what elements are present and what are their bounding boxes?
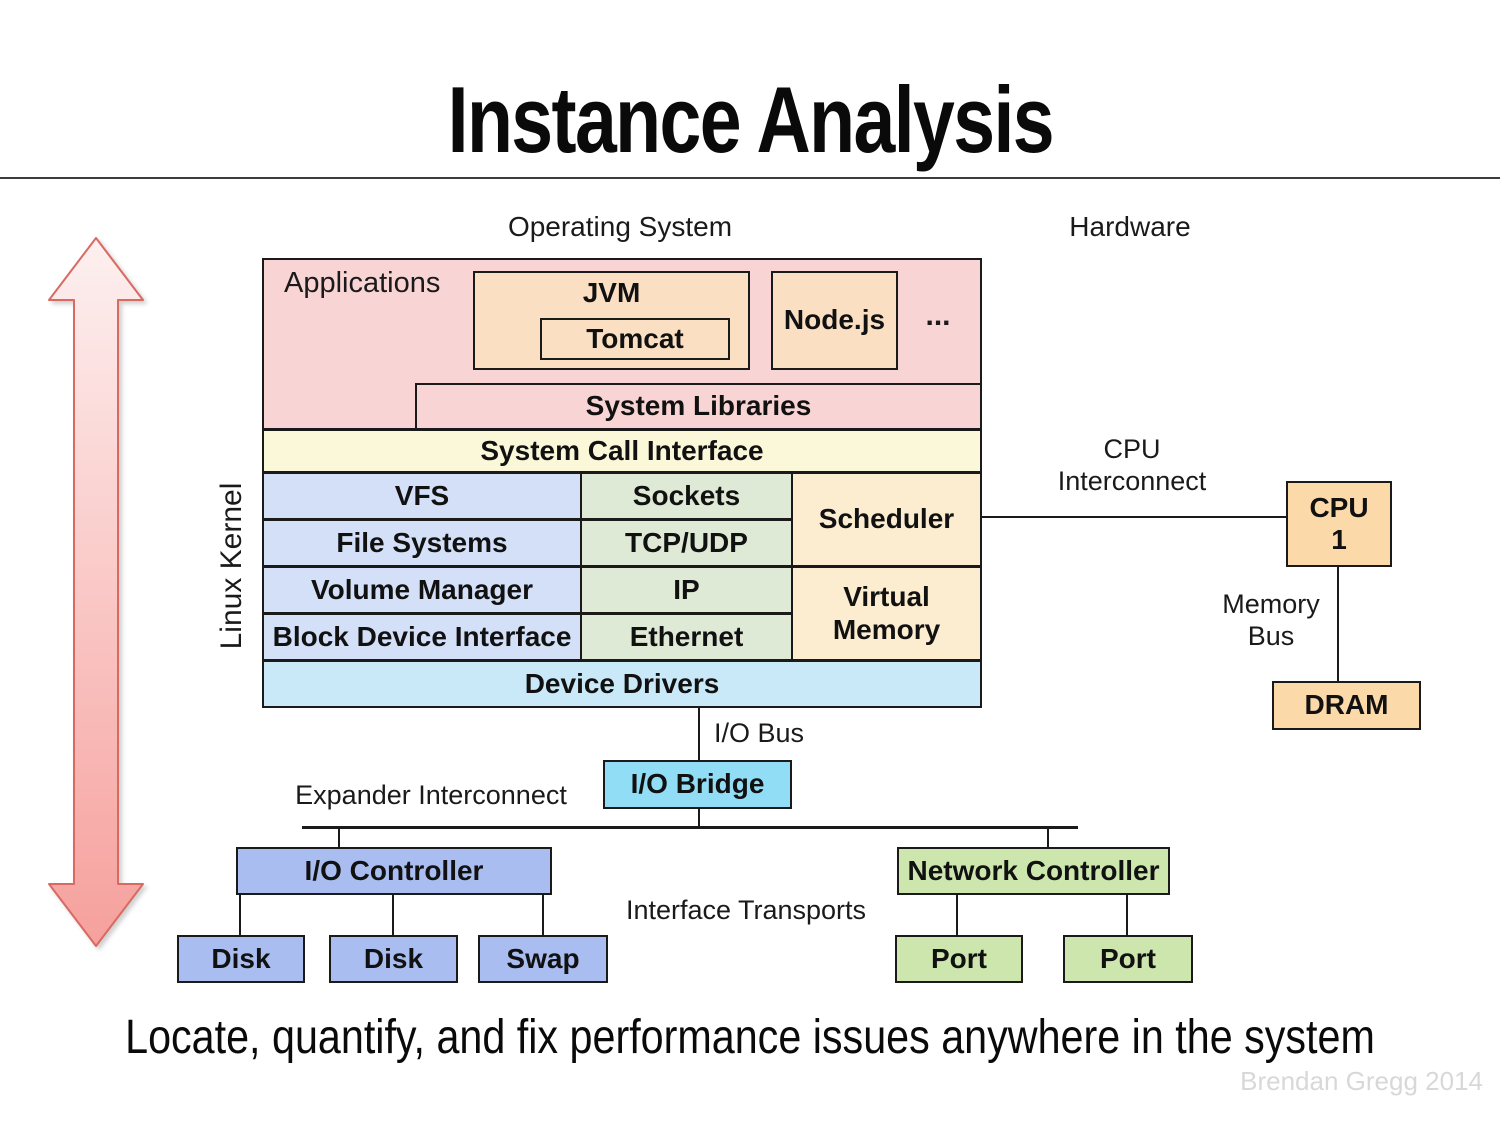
nodejs-box: Node.js xyxy=(771,271,898,370)
disk-label: Disk xyxy=(211,942,271,974)
virtual-memory-label-line1: Virtual xyxy=(843,581,930,613)
operating-system-label: Operating System xyxy=(507,211,733,242)
vfs-label: VFS xyxy=(394,479,450,511)
disk2-line xyxy=(392,895,394,935)
credit: Brendan Gregg 2014 xyxy=(1240,1066,1483,1096)
virtual-memory-label-line2: Memory xyxy=(832,613,941,645)
block-device-interface-box: Block Device Interface xyxy=(262,613,582,661)
linux-kernel-label: Linux Kernel xyxy=(215,482,248,650)
io-bus-line xyxy=(698,708,700,760)
io-controller-box: I/O Controller xyxy=(236,847,552,895)
network-controller-drop-line xyxy=(1047,826,1049,847)
expander-bus-line xyxy=(302,826,1078,829)
volume-manager-label: Volume Manager xyxy=(311,573,533,605)
memory-bus-line xyxy=(1337,567,1339,681)
port-box: Port xyxy=(1063,935,1193,983)
scheduler-box: Scheduler xyxy=(791,472,982,567)
interface-transports-label: Interface Transports xyxy=(625,895,867,925)
disk1-line xyxy=(239,895,241,935)
io-controller-label: I/O Controller xyxy=(304,854,484,886)
dram-box: DRAM xyxy=(1272,681,1421,730)
ethernet-label: Ethernet xyxy=(629,620,744,652)
port2-line xyxy=(1126,895,1128,935)
cpu-label-line1: CPU xyxy=(1309,491,1369,523)
network-controller-label: Network Controller xyxy=(907,854,1160,886)
port-label: Port xyxy=(1100,942,1156,974)
file-systems-label: File Systems xyxy=(336,526,508,558)
swap-box: Swap xyxy=(478,935,608,983)
more-apps-ellipsis: ... xyxy=(925,299,951,332)
sockets-label: Sockets xyxy=(632,479,741,511)
caption: Locate, quantify, and fix performance is… xyxy=(125,1011,1375,1064)
ethernet-box: Ethernet xyxy=(580,613,793,661)
ip-box: IP xyxy=(580,566,793,614)
tcp-udp-label: TCP/UDP xyxy=(625,526,748,558)
jvm-label: JVM xyxy=(582,277,641,308)
file-systems-box: File Systems xyxy=(262,519,582,567)
port-label: Port xyxy=(931,942,987,974)
applications-label: Applications xyxy=(284,267,441,299)
tomcat-box: Tomcat xyxy=(540,318,730,360)
port-box: Port xyxy=(895,935,1023,983)
io-bridge-box: I/O Bridge xyxy=(603,760,792,809)
vfs-box: VFS xyxy=(262,472,582,520)
io-bridge-drop-line xyxy=(698,809,700,828)
swap-line xyxy=(542,895,544,935)
io-bridge-label: I/O Bridge xyxy=(630,768,765,800)
sockets-box: Sockets xyxy=(580,472,793,520)
tomcat-label: Tomcat xyxy=(586,322,684,354)
block-device-interface-label: Block Device Interface xyxy=(272,620,572,652)
cpu-label-line2: 1 xyxy=(1331,524,1347,555)
title-divider xyxy=(0,177,1500,179)
dram-label: DRAM xyxy=(1304,689,1389,721)
scheduler-label: Scheduler xyxy=(818,503,955,535)
disk-box: Disk xyxy=(177,935,305,983)
tcp-udp-box: TCP/UDP xyxy=(580,519,793,567)
io-controller-drop-line xyxy=(338,826,340,847)
memory-bus-label: Memory Bus xyxy=(1222,589,1320,652)
system-libraries-box: System Libraries xyxy=(415,383,982,430)
system-libraries-label: System Libraries xyxy=(585,390,812,422)
ip-label: IP xyxy=(673,573,700,605)
disk-label: Disk xyxy=(363,942,424,974)
system-call-interface-label: System Call Interface xyxy=(480,434,764,466)
expander-interconnect-label: Expander Interconnect xyxy=(295,780,567,810)
nodejs-label: Node.js xyxy=(783,304,886,336)
device-drivers-box: Device Drivers xyxy=(262,660,982,708)
device-drivers-label: Device Drivers xyxy=(524,667,720,699)
disk-box: Disk xyxy=(329,935,458,983)
cpu-interconnect-line xyxy=(982,516,1286,518)
network-controller-box: Network Controller xyxy=(897,847,1170,895)
page-title: Instance Analysis xyxy=(447,67,1054,172)
swap-label: Swap xyxy=(506,942,580,974)
hardware-label: Hardware xyxy=(1069,211,1191,242)
io-bus-label: I/O Bus xyxy=(714,718,805,748)
port1-line xyxy=(956,895,958,935)
cpu-interconnect-label: CPU Interconnect xyxy=(1057,434,1207,497)
double-arrow-icon xyxy=(48,237,144,947)
virtual-memory-box: Virtual Memory xyxy=(791,566,982,661)
cpu-box: CPU 1 xyxy=(1286,481,1392,567)
system-call-interface-box: System Call Interface xyxy=(262,429,982,473)
volume-manager-box: Volume Manager xyxy=(262,566,582,614)
